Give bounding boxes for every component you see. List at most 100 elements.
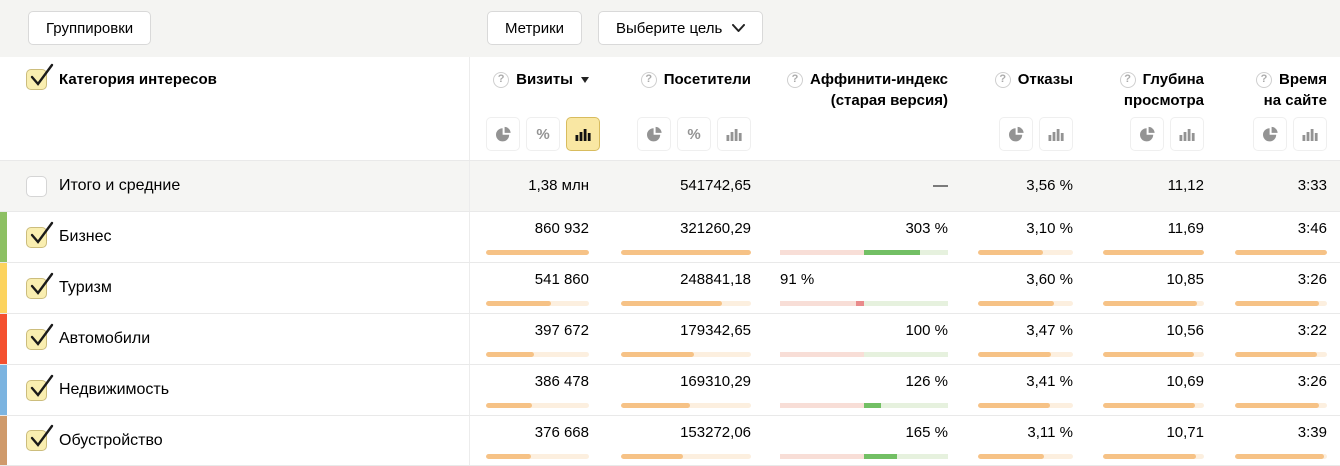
row-color-stripe	[0, 212, 7, 262]
metric-bar	[1103, 301, 1204, 306]
row-label[interactable]: Обустройство	[59, 431, 163, 449]
percent-icon[interactable]: %	[526, 117, 560, 151]
metric-bar-fill	[1235, 250, 1327, 255]
time-total-value: 3:33	[1297, 177, 1327, 194]
column-header-visits-sort[interactable]: ? Визиты	[486, 69, 589, 90]
time-value: 3:39	[1297, 424, 1327, 441]
select-goal-dropdown[interactable]: Выберите цель	[598, 11, 764, 45]
column-header-time-sort[interactable]: ? Время	[1235, 69, 1327, 90]
metric-bar-fill	[486, 454, 531, 459]
visitors-value: 248841,18	[680, 271, 751, 288]
column-title-time: Время	[1279, 71, 1327, 88]
affinity-bar-above-track	[864, 352, 948, 357]
table-row: Туризм 541 860 248841,18 91 % 3,60 % 10,85 3:2…	[0, 262, 1340, 313]
column-header-bounce-sort[interactable]: ? Отказы	[978, 69, 1073, 90]
pie-chart-icon[interactable]	[486, 117, 520, 151]
row-checkbox[interactable]	[26, 221, 54, 248]
display-mode-toggles-visitors: %	[637, 117, 751, 151]
affinity-bar-below-track	[780, 352, 864, 357]
column-header-depth-sort[interactable]: ? Глубина	[1103, 69, 1204, 90]
row-checkbox[interactable]	[26, 323, 54, 350]
visits-cell: 386 478	[486, 365, 589, 415]
table-row: Недвижимость 386 478 169310,29 126 % 3,41 % 1…	[0, 364, 1340, 415]
metric-bar-fill	[978, 352, 1052, 357]
help-icon[interactable]: ?	[787, 71, 804, 88]
column-header-label-time: ? Время на сайте	[1235, 57, 1327, 111]
time-cell: 3:26	[1235, 263, 1327, 313]
row-label[interactable]: Недвижимость	[59, 381, 170, 398]
row-label[interactable]: Бизнес	[59, 228, 112, 245]
column-header-visitors-sort[interactable]: ? Посетители	[621, 69, 751, 90]
pie-chart-icon[interactable]	[637, 117, 671, 151]
visitors-cell: 248841,18	[621, 263, 751, 313]
bar-chart-icon[interactable]	[566, 117, 600, 151]
help-icon[interactable]: ?	[640, 71, 657, 88]
metric-bar-fill	[978, 250, 1044, 255]
affinity-bar-green-fill	[864, 403, 882, 408]
metric-bar-fill	[621, 454, 683, 459]
bounce-value: 3,60 %	[1026, 271, 1073, 288]
table-row: Автомобили 397 672 179342,65 100 % 3,47 % 10,…	[0, 313, 1340, 364]
bar-chart-icon[interactable]	[1170, 117, 1204, 151]
groupings-button[interactable]: Группировки	[28, 11, 152, 45]
row-checkbox[interactable]	[26, 374, 54, 401]
help-icon[interactable]: ?	[1256, 71, 1272, 88]
help-icon[interactable]: ?	[493, 71, 510, 88]
visitors-cell: 169310,29	[621, 365, 751, 415]
visits-value: 376 668	[534, 424, 589, 441]
metric-bar-fill	[486, 301, 551, 306]
column-header-visitors: ? Посетители%	[621, 57, 751, 160]
visitors-total-value: 541742,65	[680, 177, 751, 194]
metric-bar	[1103, 250, 1204, 255]
percent-icon[interactable]: %	[677, 117, 711, 151]
bar-chart-icon[interactable]	[717, 117, 751, 151]
metric-bar	[1235, 352, 1327, 357]
column-header-depth: ? Глубина просмотра	[1103, 57, 1204, 160]
column-header-label-visitors: ? Посетители	[621, 57, 751, 90]
time-cell: 3:26	[1235, 365, 1327, 415]
metrics-button[interactable]: Метрики	[487, 11, 583, 45]
help-icon[interactable]: ?	[1119, 71, 1136, 88]
metric-bar-fill	[1103, 403, 1196, 408]
row-checkbox[interactable]	[26, 272, 54, 299]
column-title-visits: Визиты	[516, 71, 573, 88]
totals-checkbox[interactable]	[26, 175, 47, 197]
visitors-value: 321260,29	[680, 220, 751, 237]
visitors-cell: 321260,29	[621, 212, 751, 262]
category-cell: Недвижимость	[0, 365, 470, 415]
pie-chart-icon[interactable]	[1253, 117, 1287, 151]
display-mode-toggles-depth	[1130, 117, 1204, 151]
visits-value: 541 860	[534, 271, 589, 288]
visits-cell: 1,38 млн	[486, 161, 589, 211]
visits-cell: 541 860	[486, 263, 589, 313]
checkmark-icon	[30, 272, 54, 295]
visitors-cell: 179342,65	[621, 314, 751, 364]
row-label[interactable]: Автомобили	[59, 330, 151, 347]
display-mode-toggles-visits: %	[486, 117, 600, 151]
metrics-button-label: Метрики	[505, 19, 565, 37]
affinity-bar-below-track	[780, 250, 864, 255]
metric-bar-fill	[1235, 301, 1319, 306]
pie-chart-icon[interactable]	[1130, 117, 1164, 151]
column-header-bounce: ? Отказы	[978, 57, 1073, 160]
bar-chart-icon[interactable]	[1039, 117, 1073, 151]
pie-chart-icon[interactable]	[999, 117, 1033, 151]
row-color-stripe	[0, 263, 7, 313]
select-all-checkbox[interactable]	[26, 63, 54, 90]
depth-cell: 10,56	[1103, 314, 1204, 364]
depth-value: 10,56	[1166, 322, 1204, 339]
table-body: Итого и средние 1,38 млн 541742,65 — 3,56 % 1…	[0, 160, 1340, 466]
bar-chart-icon[interactable]	[1293, 117, 1327, 151]
totals-row: Итого и средние 1,38 млн 541742,65 — 3,56 % 1…	[0, 160, 1340, 211]
column-header-affinity-sort[interactable]: ? Аффинити-индекс	[780, 69, 948, 90]
visits-value: 860 932	[534, 220, 589, 237]
row-label[interactable]: Туризм	[59, 279, 112, 296]
help-icon[interactable]: ?	[994, 71, 1011, 88]
row-checkbox[interactable]	[26, 424, 54, 451]
category-cell: Автомобили	[0, 314, 470, 364]
metric-bar-fill	[621, 250, 751, 255]
metric-bar	[1103, 403, 1204, 408]
bounce-cell: 3,47 %	[978, 314, 1073, 364]
depth-value: 10,85	[1166, 271, 1204, 288]
metric-bar	[1103, 454, 1204, 459]
